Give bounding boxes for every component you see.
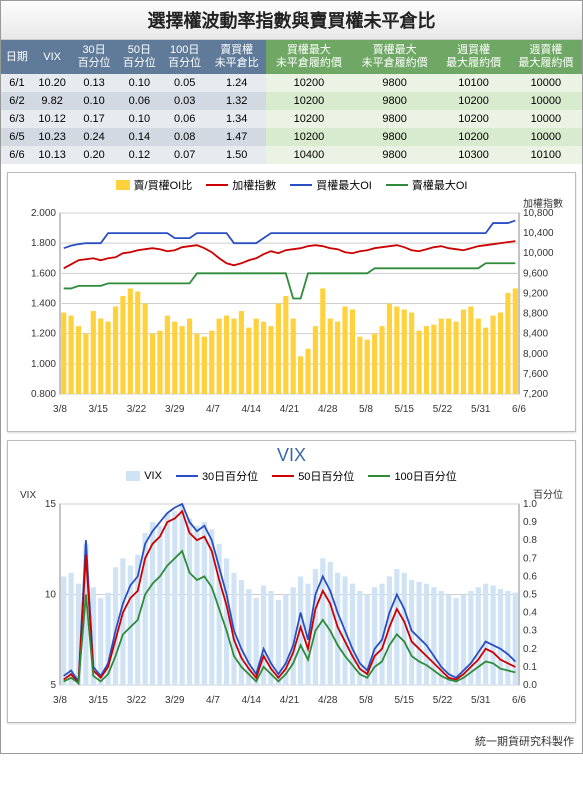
svg-text:3/8: 3/8 — [53, 404, 67, 415]
svg-text:1.200: 1.200 — [31, 329, 56, 340]
table-row: 6/610.130.200.120.071.501040098001030010… — [1, 146, 582, 164]
svg-text:0.0: 0.0 — [523, 680, 537, 691]
svg-text:9,200: 9,200 — [523, 289, 548, 300]
svg-text:0.9: 0.9 — [523, 517, 537, 528]
data-table: 日期VIX30日百分位50日百分位100日百分位賣買權未平倉比買權最大未平倉履約… — [1, 40, 582, 164]
svg-text:6/6: 6/6 — [512, 404, 526, 415]
svg-text:10,400: 10,400 — [523, 228, 554, 239]
table-header-left: 100日百分位 — [162, 40, 207, 74]
svg-text:4/21: 4/21 — [280, 404, 300, 415]
legend-item: 買權最大OI — [290, 177, 372, 193]
svg-text:10: 10 — [45, 590, 57, 601]
chart2-legend: VIX 30日百分位 50日百分位 100日百分位 — [14, 468, 569, 486]
svg-text:8,400: 8,400 — [523, 329, 548, 340]
svg-text:4/7: 4/7 — [206, 695, 220, 706]
svg-text:8,800: 8,800 — [523, 309, 548, 320]
svg-text:5/15: 5/15 — [395, 695, 415, 706]
svg-text:4/28: 4/28 — [318, 404, 338, 415]
svg-text:5/22: 5/22 — [433, 404, 453, 415]
svg-text:5/31: 5/31 — [471, 695, 491, 706]
svg-text:0.5: 0.5 — [523, 590, 537, 601]
svg-text:3/29: 3/29 — [165, 404, 185, 415]
svg-text:4/21: 4/21 — [280, 695, 300, 706]
svg-text:0.3: 0.3 — [523, 626, 537, 637]
svg-text:3/22: 3/22 — [127, 695, 147, 706]
chart1-block: 賣/買權OI比加權指數買權最大OI賣權最大OI 0.8001.0001.2001… — [7, 172, 576, 432]
svg-text:0.6: 0.6 — [523, 572, 537, 583]
svg-text:4/28: 4/28 — [318, 695, 338, 706]
table-header-left: 30日百分位 — [71, 40, 116, 74]
svg-text:1.000: 1.000 — [31, 359, 56, 370]
svg-text:5/15: 5/15 — [395, 404, 415, 415]
svg-text:3/29: 3/29 — [165, 695, 185, 706]
svg-text:4/7: 4/7 — [206, 404, 220, 415]
legend-item: 賣/買權OI比 — [116, 177, 193, 193]
table-header-right: 買權最大未平倉履約價 — [266, 40, 352, 74]
chart1-legend: 賣/買權OI比加權指數買權最大OI 賣權最大OI — [14, 177, 569, 195]
svg-text:1.400: 1.400 — [31, 299, 56, 310]
svg-text:2.000: 2.000 — [31, 208, 56, 219]
svg-text:10,000: 10,000 — [523, 249, 554, 260]
table-header-left: 日期 — [1, 40, 33, 74]
svg-text:0.4: 0.4 — [523, 608, 537, 619]
svg-text:9,600: 9,600 — [523, 269, 548, 280]
svg-text:VIX: VIX — [20, 490, 36, 501]
table-header-right: 週賣權最大履約價 — [510, 40, 582, 74]
page-title: 選擇權波動率指數與賣買權未平倉比 — [1, 1, 582, 40]
svg-text:加權指數: 加權指數 — [523, 197, 563, 210]
table-header-right: 週買權最大履約價 — [437, 40, 509, 74]
legend-item: 100日百分位 — [368, 468, 456, 484]
svg-text:3/22: 3/22 — [127, 404, 147, 415]
table-row: 6/110.200.130.100.051.241020098001010010… — [1, 74, 582, 92]
svg-text:5/8: 5/8 — [359, 695, 373, 706]
svg-text:6/6: 6/6 — [512, 695, 526, 706]
svg-text:5: 5 — [50, 680, 56, 691]
svg-text:7,200: 7,200 — [523, 389, 548, 400]
svg-text:3/15: 3/15 — [89, 695, 109, 706]
legend-item: 賣權最大OI — [386, 177, 468, 193]
svg-text:0.8: 0.8 — [523, 536, 537, 547]
svg-text:3/15: 3/15 — [89, 404, 109, 415]
chart1-svg: 0.800 1.000 1.200 1.400 1.600 1.800 2.000 7,200… — [14, 195, 569, 420]
legend-item: 50日百分位 — [272, 468, 354, 484]
svg-text:0.2: 0.2 — [523, 644, 537, 655]
legend-item: 30日百分位 — [176, 468, 258, 484]
svg-text:0.7: 0.7 — [523, 554, 537, 565]
svg-text:1.800: 1.800 — [31, 239, 56, 250]
svg-text:4/14: 4/14 — [242, 404, 262, 415]
svg-text:百分位: 百分位 — [533, 488, 563, 501]
chart2-block: VIX VIX30日百分位50日百分位100日百分位 510150.00.10.… — [7, 440, 576, 723]
table-row: 6/29.820.100.060.031.3210200980010200100… — [1, 92, 582, 110]
svg-text:0.800: 0.800 — [31, 389, 56, 400]
page-container: 選擇權波動率指數與賣買權未平倉比 日期VIX30日百分位50日百分位100日百分… — [0, 0, 583, 754]
svg-text:5/8: 5/8 — [359, 404, 373, 415]
table-header-left: 賣買權未平倉比 — [207, 40, 266, 74]
svg-text:7,600: 7,600 — [523, 369, 548, 380]
svg-text:3/8: 3/8 — [53, 695, 67, 706]
svg-text:1.600: 1.600 — [31, 269, 56, 280]
svg-text:15: 15 — [45, 499, 57, 510]
legend-item: VIX — [126, 468, 162, 484]
svg-text:4/14: 4/14 — [242, 695, 262, 706]
chart2-title: VIX — [14, 445, 569, 468]
table-header-left: 50日百分位 — [117, 40, 162, 74]
table-row: 6/310.120.170.100.061.341020098001020010… — [1, 110, 582, 128]
table-row: 6/510.230.240.140.081.471020098001020010… — [1, 128, 582, 146]
svg-text:5/31: 5/31 — [471, 404, 491, 415]
svg-text:5/22: 5/22 — [433, 695, 453, 706]
footer: 統一期貨研究科製作 — [1, 731, 582, 753]
svg-text:0.1: 0.1 — [523, 662, 537, 673]
legend-item: 加權指數 — [206, 177, 276, 193]
chart2-svg: 510150.00.10.20.30.40.50.60.70.80.91.0百分… — [14, 486, 569, 711]
table-header-right: 賣權最大未平倉履約價 — [352, 40, 438, 74]
svg-text:8,000: 8,000 — [523, 349, 548, 360]
table-header-left: VIX — [33, 40, 72, 74]
